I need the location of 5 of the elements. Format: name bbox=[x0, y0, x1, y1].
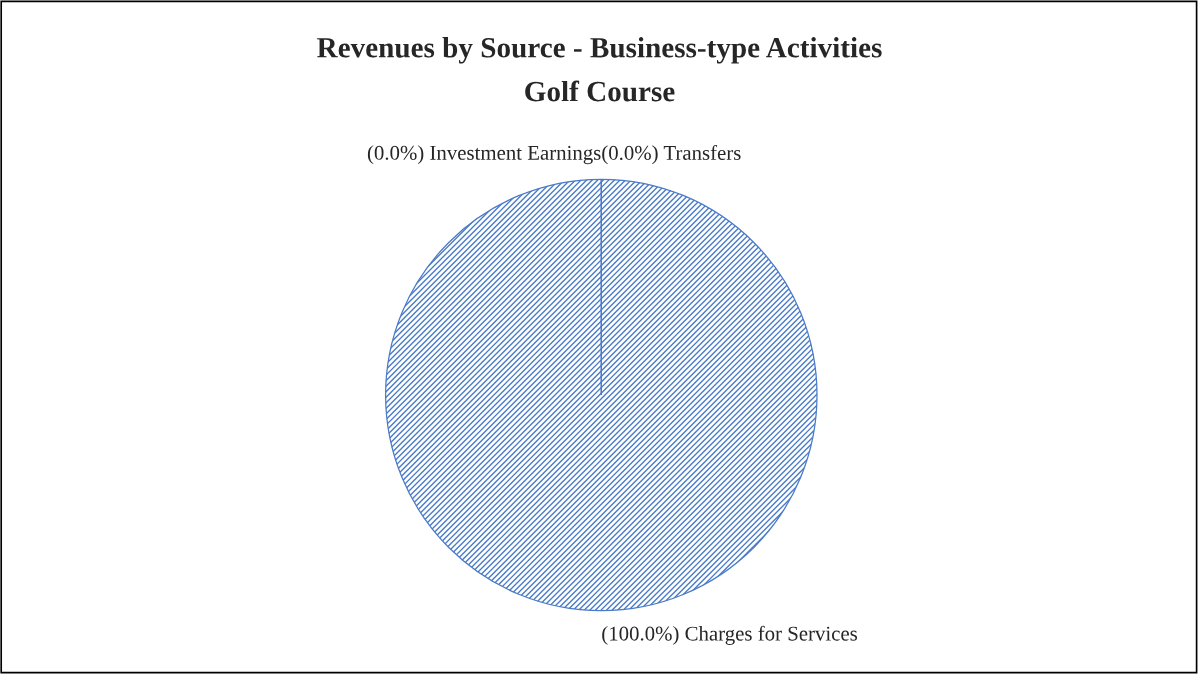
text: (0.0%) Investment Earnings bbox=[367, 145, 601, 165]
chart-title: Revenues by Source - Business-type Activities bbox=[317, 37, 882, 64]
chart-subtitle: Golf Course bbox=[525, 80, 675, 102]
slice-label: (100.0%) Charges for Services bbox=[602, 625, 858, 645]
text: (0.0%) Transfers bbox=[602, 145, 741, 165]
